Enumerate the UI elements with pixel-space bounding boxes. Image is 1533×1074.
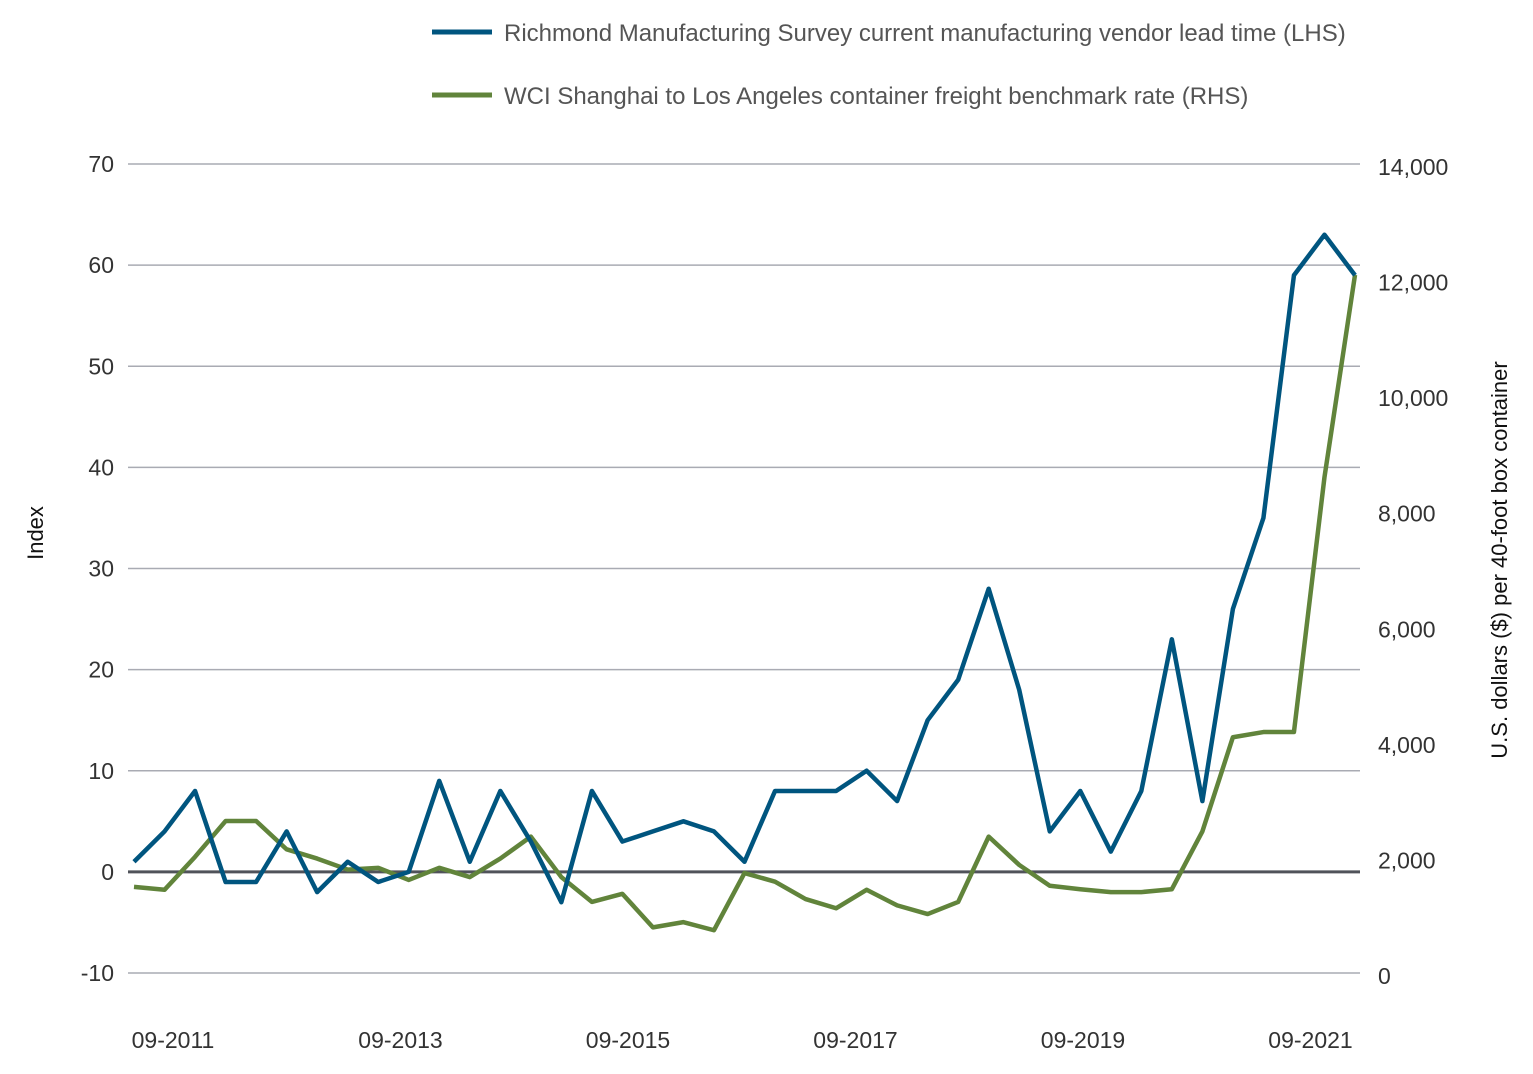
y-tick-label-left: 40 bbox=[88, 454, 114, 480]
y-tick-label-right: 8,000 bbox=[1378, 501, 1436, 527]
tick-labels: 70 60 50 40 30 20 10 0 -10 14,000 12,000 10,000 8,00… bbox=[81, 151, 1449, 1053]
y-tick-label-right: 14,000 bbox=[1378, 154, 1448, 180]
y-tick-label-left: 20 bbox=[88, 657, 114, 683]
y-axis-label-left: Index bbox=[23, 506, 48, 560]
x-tick-label: 09-2017 bbox=[813, 1027, 897, 1053]
y-tick-label-left: 0 bbox=[101, 859, 114, 885]
y-tick-label-right: 0 bbox=[1378, 963, 1391, 989]
y-tick-label-right: 2,000 bbox=[1378, 847, 1436, 873]
legend-label: WCI Shanghai to Los Angeles container fr… bbox=[504, 83, 1248, 110]
y-tick-label-right: 4,000 bbox=[1378, 732, 1436, 758]
x-tick-label: 09-2011 bbox=[132, 1027, 215, 1053]
y-tick-label-left: 10 bbox=[88, 758, 114, 784]
series-lines bbox=[132, 232, 1358, 933]
y-tick-label-left: -10 bbox=[81, 960, 114, 986]
y-tick-label-right: 6,000 bbox=[1378, 616, 1436, 642]
x-tick-label: 09-2013 bbox=[358, 1027, 442, 1053]
y-tick-label-left: 60 bbox=[88, 252, 114, 278]
series-line-0 bbox=[132, 232, 1357, 905]
gridlines bbox=[128, 163, 1360, 974]
y-tick-label-left: 30 bbox=[88, 556, 114, 582]
y-tick-label-left: 70 bbox=[88, 151, 114, 177]
legend-label: Richmond Manufacturing Survey current ma… bbox=[504, 20, 1346, 47]
series-line-1 bbox=[133, 274, 1358, 933]
x-tick-label: 09-2021 bbox=[1268, 1027, 1352, 1053]
y-tick-label-left: 50 bbox=[88, 353, 114, 379]
y-axis-label-right: U.S. dollars ($) per 40-foot box contain… bbox=[1487, 361, 1512, 758]
y-tick-label-right: 12,000 bbox=[1378, 270, 1448, 296]
x-tick-label: 09-2015 bbox=[586, 1027, 670, 1053]
y-tick-label-right: 10,000 bbox=[1378, 385, 1448, 411]
legend: Richmond Manufacturing Survey current ma… bbox=[432, 20, 1346, 110]
x-tick-label: 09-2019 bbox=[1041, 1027, 1125, 1053]
